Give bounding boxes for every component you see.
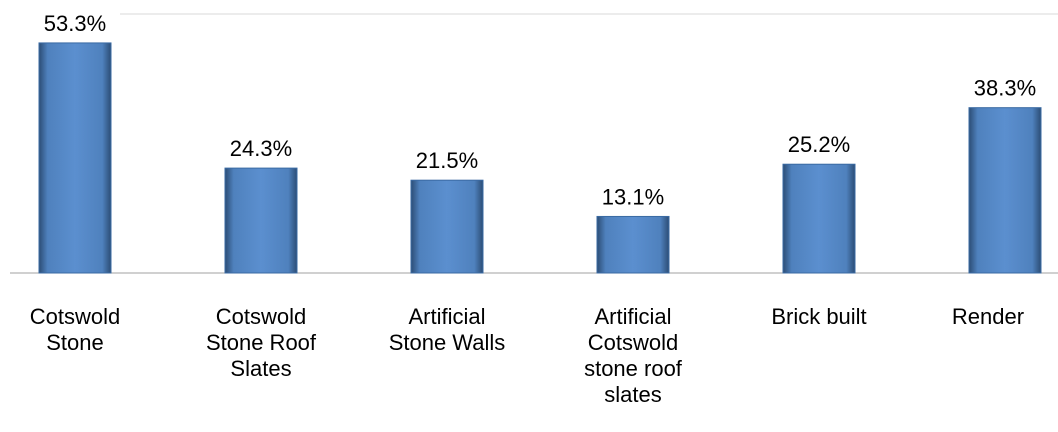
x-tick-label: Cotswold Stone Roof Slates: [205, 304, 317, 381]
data-label: 38.3%: [974, 76, 1036, 101]
bar: [410, 179, 484, 274]
bar: [224, 167, 298, 274]
x-tick-label: Artificial Stone Walls: [388, 304, 506, 355]
x-tick-label: Cotswold Stone: [29, 304, 121, 355]
data-label: 53.3%: [44, 11, 106, 36]
bar: [596, 215, 670, 274]
data-label: 25.2%: [788, 132, 850, 157]
data-label: 24.3%: [230, 136, 292, 161]
bar: [782, 163, 856, 274]
x-tick-label: Render: [951, 304, 1025, 329]
bar: [38, 42, 112, 274]
data-label: 21.5%: [416, 148, 478, 173]
x-tick-label: Brick built: [771, 304, 867, 329]
bar: [968, 107, 1042, 274]
x-tick-label: Artificial Cotswold stone roof slates: [584, 304, 682, 407]
data-label: 13.1%: [602, 184, 664, 209]
